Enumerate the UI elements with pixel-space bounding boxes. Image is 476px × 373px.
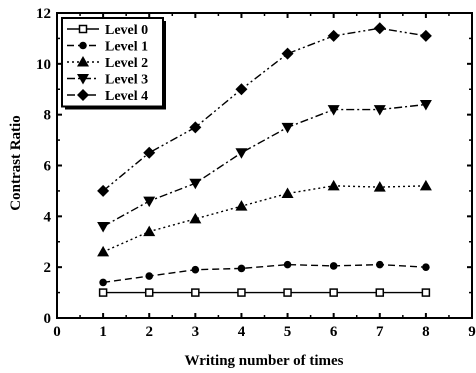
x-tick-label: 5 [284, 324, 292, 340]
legend-label-level-2: Level 2 [105, 56, 148, 71]
y-axis-title: Contrast Ratio [8, 115, 24, 210]
x-tick-label: 2 [145, 324, 153, 340]
data-point-level-1 [375, 260, 384, 269]
data-point-level-2 [97, 245, 110, 257]
y-tick-label: 2 [44, 260, 52, 276]
y-tick-label: 4 [44, 209, 52, 225]
data-point-level-4 [327, 29, 340, 42]
legend-marker-level-0 [78, 24, 88, 34]
data-point-level-0 [375, 288, 385, 297]
data-point-level-0 [421, 288, 431, 297]
legend-marker-level-3 [77, 74, 89, 85]
x-tick-label: 7 [376, 324, 384, 340]
data-point-level-0 [144, 288, 154, 297]
y-tick-label: 6 [44, 159, 52, 175]
data-point-level-1 [283, 260, 292, 269]
x-tick-label: 0 [53, 324, 61, 340]
data-point-level-4 [235, 83, 248, 96]
data-point-level-0 [283, 288, 292, 297]
data-point-level-4 [143, 146, 156, 159]
legend-marker-level-1 [79, 41, 87, 50]
data-point-level-3 [373, 105, 386, 116]
data-point-level-3 [235, 148, 248, 159]
data-point-level-1 [329, 262, 338, 270]
data-point-level-2 [235, 200, 248, 211]
x-tick-label: 1 [99, 324, 107, 340]
legend-marker-level-4 [77, 89, 89, 101]
x-axis-title: Writing number of times [184, 353, 343, 369]
legend-label-level-0: Level 0 [105, 23, 148, 38]
data-point-level-2 [189, 212, 202, 224]
data-point-level-0 [191, 288, 200, 297]
series-line-level-3 [102, 103, 426, 228]
series-layer [97, 22, 432, 297]
x-tick-label: 9 [468, 324, 476, 340]
x-tick-label: 3 [192, 324, 200, 340]
data-point-level-3 [97, 222, 110, 233]
data-point-level-1 [422, 263, 430, 271]
legend-marker-level-2 [77, 56, 89, 67]
data-point-level-3 [327, 105, 340, 116]
data-point-level-3 [189, 178, 202, 190]
data-point-level-4 [97, 184, 110, 197]
series-line-level-4 [102, 27, 427, 192]
data-point-level-2 [373, 181, 386, 192]
series-level-3 [97, 100, 432, 233]
data-point-level-3 [143, 196, 156, 208]
data-point-level-4 [281, 47, 294, 60]
data-point-level-4 [419, 29, 432, 42]
data-point-level-4 [189, 121, 202, 134]
x-tick-label: 4 [238, 324, 246, 340]
legend-label-level-3: Level 3 [105, 73, 148, 88]
data-point-level-0 [237, 288, 246, 297]
data-point-level-0 [98, 288, 108, 297]
series-level-1 [99, 260, 430, 287]
data-point-level-2 [327, 179, 340, 191]
data-point-level-2 [419, 179, 432, 191]
series-level-4 [97, 22, 432, 197]
data-point-level-1 [237, 264, 246, 273]
legend-label-level-1: Level 1 [105, 40, 148, 55]
data-point-level-0 [329, 288, 338, 297]
data-point-level-3 [281, 122, 294, 134]
series-level-0 [98, 288, 431, 297]
data-point-level-1 [99, 278, 107, 287]
series-line-level-2 [102, 185, 426, 253]
data-point-level-3 [419, 100, 432, 111]
y-tick-label: 0 [44, 311, 52, 327]
x-tick-label: 6 [330, 324, 338, 340]
data-point-level-1 [191, 265, 200, 274]
y-tick-label: 8 [44, 108, 52, 124]
data-point-level-2 [143, 225, 156, 237]
x-tick-label: 8 [422, 324, 430, 340]
data-point-level-1 [145, 272, 154, 280]
series-level-2 [97, 179, 432, 257]
data-point-level-2 [281, 187, 294, 198]
data-point-level-4 [373, 22, 386, 35]
y-tick-label: 12 [36, 6, 51, 22]
series-line-level-1 [103, 263, 426, 284]
y-tick-label: 10 [36, 57, 51, 73]
legend-label-level-4: Level 4 [105, 89, 148, 104]
